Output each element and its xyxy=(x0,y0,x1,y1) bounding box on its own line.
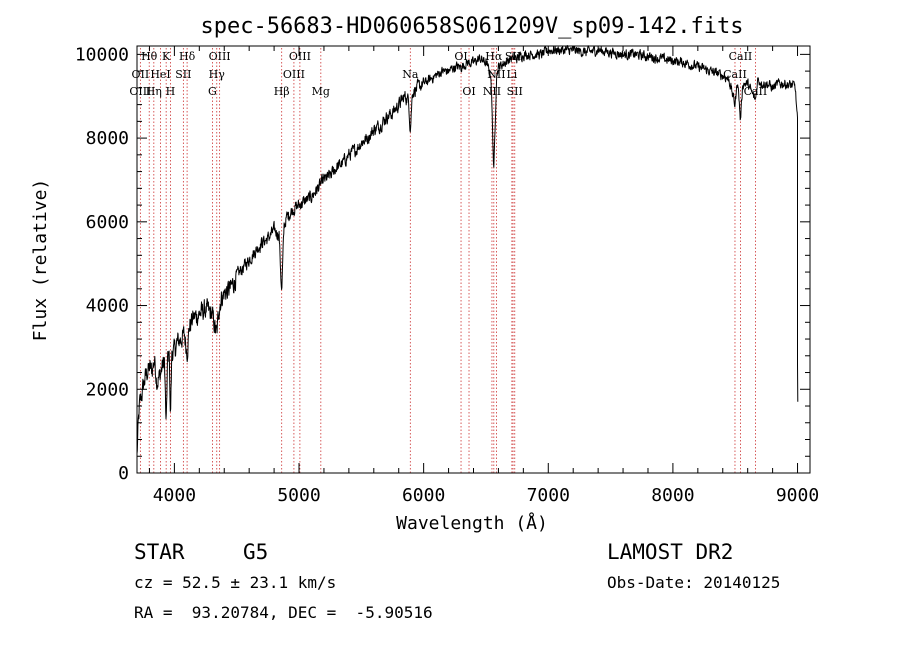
spectrum-line xyxy=(136,45,799,454)
line-label: NII xyxy=(483,85,501,98)
line-label: G xyxy=(208,85,217,98)
survey-name: LAMOST DR2 xyxy=(607,540,734,564)
line-label: Hα xyxy=(485,50,503,63)
velocity-readout: cz = 52.5 ± 23.1 km/s xyxy=(134,573,337,592)
y-axis-label: Flux (relative) xyxy=(30,179,51,342)
line-label: OI xyxy=(462,85,475,98)
x-tick-label: 4000 xyxy=(153,485,196,506)
line-label: OIII xyxy=(283,68,305,81)
line-label: SII xyxy=(505,50,521,63)
line-label: Hγ xyxy=(209,68,226,81)
subclass: G5 xyxy=(243,540,269,564)
line-label: SII xyxy=(507,85,523,98)
line-labels: Hθ OII OIII K Hη HeI H SII Hδ OIII Hγ G Hβ OIII OIII Mg… xyxy=(129,50,767,98)
y-tick-label: 2000 xyxy=(86,379,129,400)
y-tick-label: 0 xyxy=(118,463,129,484)
y-tick-label: 4000 xyxy=(86,296,129,317)
x-axis-label: Wavelength (Å) xyxy=(396,512,548,534)
spectrum-series xyxy=(136,45,799,454)
line-label: Hη xyxy=(146,85,162,98)
axis-ticks: 4000 5000 6000 7000 8000 9000 0 2000 4000 6000 800… xyxy=(75,44,819,506)
line-label: Hθ xyxy=(141,50,158,63)
obs-date: Obs-Date: 20140125 xyxy=(607,573,781,592)
line-label: Mg xyxy=(312,85,330,98)
line-label: OI xyxy=(454,50,467,63)
line-label: K xyxy=(162,50,171,63)
line-label: OII xyxy=(132,68,150,81)
line-label: CaII xyxy=(723,68,747,81)
line-label: OIII xyxy=(209,50,231,63)
coordinates: RA = 93.20784, DEC = -5.90516 xyxy=(134,603,433,622)
line-label: OIII xyxy=(129,85,151,98)
line-label: Hδ xyxy=(179,50,196,63)
y-tick-label: 10000 xyxy=(75,44,129,65)
y-tick-label: 6000 xyxy=(86,212,129,233)
line-label: Na xyxy=(402,68,419,81)
line-label: CaII xyxy=(729,50,753,63)
line-markers xyxy=(139,48,756,473)
x-tick-label: 8000 xyxy=(651,485,694,506)
chart-title: spec-56683-HD060658S061209V_sp09-142.fit… xyxy=(200,14,743,39)
line-label: HeI xyxy=(150,68,170,81)
line-label: Hβ xyxy=(274,85,290,98)
line-label: NII xyxy=(487,68,505,81)
line-label: H xyxy=(166,85,176,98)
line-label: OIII xyxy=(289,50,311,63)
line-label: SII xyxy=(175,68,191,81)
y-tick-label: 8000 xyxy=(86,128,129,149)
x-tick-label: 9000 xyxy=(776,485,819,506)
x-tick-label: 7000 xyxy=(527,485,570,506)
line-label: CaII xyxy=(744,85,768,98)
line-label: Li xyxy=(506,68,517,81)
x-tick-label: 6000 xyxy=(402,485,445,506)
plot-frame xyxy=(136,45,811,474)
object-class: STAR xyxy=(134,540,185,564)
x-tick-label: 5000 xyxy=(277,485,320,506)
